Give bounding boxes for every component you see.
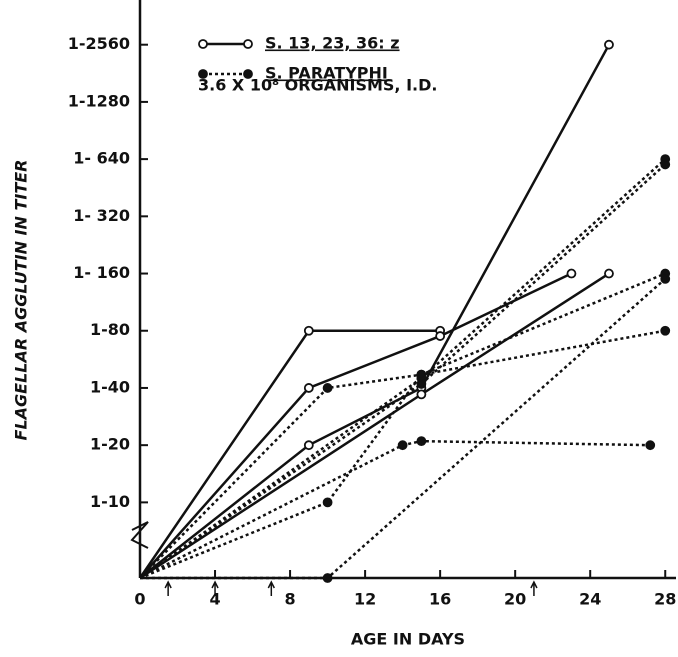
series-line bbox=[139, 44, 611, 579]
y-tick-label: 1-80 bbox=[90, 320, 130, 339]
series-line bbox=[139, 158, 667, 580]
y-tick-label: 1- 160 bbox=[73, 263, 130, 282]
y-tick-label: 1-40 bbox=[90, 377, 130, 396]
point bbox=[322, 383, 333, 393]
point bbox=[604, 39, 614, 50]
point bbox=[645, 440, 656, 451]
point bbox=[397, 440, 408, 451]
series-line bbox=[140, 277, 667, 580]
legend-marker bbox=[243, 69, 253, 79]
series-line bbox=[139, 439, 651, 580]
x-tick-label: 28 bbox=[654, 590, 676, 609]
point bbox=[660, 159, 671, 170]
series-line bbox=[139, 329, 666, 579]
x-tick-label: 12 bbox=[354, 590, 376, 609]
injection-arrow bbox=[164, 580, 172, 596]
x-tick-label: 24 bbox=[579, 590, 601, 609]
x-axis-label: AGE IN DAYS bbox=[351, 630, 465, 649]
series-line bbox=[139, 272, 610, 580]
point bbox=[303, 383, 314, 393]
injection-arrow bbox=[267, 580, 275, 596]
point bbox=[660, 325, 671, 336]
series-line bbox=[139, 272, 572, 579]
axis-break bbox=[130, 521, 149, 549]
series-line bbox=[138, 329, 441, 579]
x-tick-label: 16 bbox=[429, 590, 451, 609]
annotation: 3.6 X 10⁸ ORGANISMS, I.D. bbox=[198, 76, 437, 95]
legend-label: S. 13, 23, 36: z bbox=[265, 34, 400, 53]
point bbox=[322, 573, 333, 583]
legend-marker bbox=[198, 69, 208, 79]
series-line bbox=[139, 163, 667, 580]
point bbox=[416, 436, 427, 447]
point bbox=[435, 331, 446, 341]
point bbox=[303, 440, 314, 451]
x-tick-label: 0 bbox=[134, 590, 145, 609]
injection-arrow bbox=[211, 580, 219, 596]
legend-marker bbox=[198, 39, 208, 49]
y-tick-label: 1-20 bbox=[90, 435, 130, 454]
y-tick-label: 1- 640 bbox=[73, 149, 130, 168]
point bbox=[416, 369, 427, 380]
point bbox=[416, 379, 427, 389]
point bbox=[322, 497, 333, 508]
series-line bbox=[139, 272, 666, 580]
y-axis-label: FLAGELLAR AGGLUTIN IN TITER bbox=[12, 160, 31, 441]
x-tick-label: 20 bbox=[504, 590, 526, 609]
point bbox=[416, 389, 427, 400]
legend-label: S. PARATYPHI bbox=[265, 64, 388, 83]
y-tick-label: 1-2560 bbox=[68, 34, 130, 53]
point bbox=[303, 325, 314, 336]
x-tick-label: 4 bbox=[209, 590, 220, 609]
legend-marker bbox=[243, 39, 253, 49]
y-tick-label: 1-10 bbox=[90, 492, 130, 511]
point bbox=[566, 268, 577, 279]
point bbox=[660, 273, 671, 284]
y-tick-label: 1-1280 bbox=[68, 91, 130, 110]
x-tick-label: 8 bbox=[284, 590, 295, 609]
injection-arrow bbox=[530, 580, 538, 596]
point bbox=[604, 268, 614, 279]
y-tick-label: 1- 320 bbox=[73, 206, 130, 225]
